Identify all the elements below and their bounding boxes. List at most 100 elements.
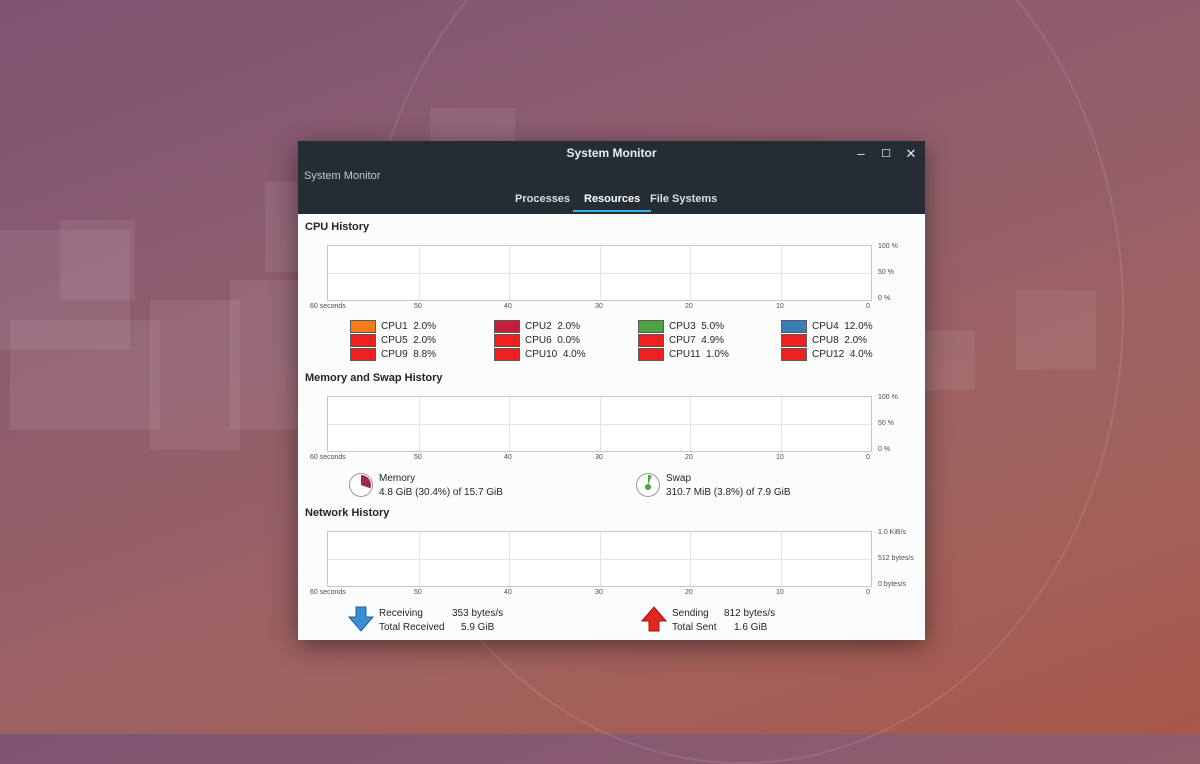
x-tick-label: 20 (685, 454, 693, 461)
swap-pie-slice (648, 475, 652, 485)
cpu-label: CPU1 (381, 321, 408, 332)
swap-label: Swap (666, 473, 692, 484)
memory-pie-slice (361, 475, 372, 489)
x-tick-label: 60 seconds (310, 303, 346, 310)
memory-pie-chart (361, 475, 372, 489)
memory-label: Memory (379, 473, 416, 484)
window-subtitle: System Monitor (304, 170, 381, 182)
y-tick-label: 100 % (878, 394, 898, 401)
x-tick-label: 30 (595, 589, 603, 596)
window-title: System Monitor (566, 146, 657, 160)
x-tick-label: 50 (414, 589, 422, 596)
x-tick-label: 40 (504, 454, 512, 461)
maximize-button[interactable]: ☐ (881, 148, 891, 160)
y-tick-label: 512 bytes/s (878, 555, 914, 562)
network-history-graph (327, 531, 872, 587)
x-tick-label: 10 (776, 454, 784, 461)
y-tick-label: 1.0 KiB/s (878, 529, 907, 536)
wallpaper-square (0, 230, 130, 350)
x-tick-label: 40 (504, 589, 512, 596)
receiving-label: Receiving (379, 608, 423, 619)
cpu-color-swatch[interactable] (350, 348, 376, 361)
x-tick-label: 30 (595, 454, 603, 461)
y-tick-label: 50 % (878, 269, 894, 276)
cpu-legend: CPU1 2.0% CPU2 2.0% CPU3 5.0% CPU4 12.0%… (350, 320, 890, 365)
y-tick-label: 0 bytes/s (878, 581, 907, 588)
cpu-value: 4.0% (849, 349, 873, 360)
wallpaper-square (1016, 290, 1096, 370)
y-tick-label: 0 % (878, 446, 891, 453)
tab-processes[interactable]: Processes (515, 193, 571, 205)
tab-bar: Processes Resources File Systems (298, 192, 925, 214)
tab-file-systems[interactable]: File Systems (650, 193, 718, 205)
cpu-value: 1.0% (706, 349, 729, 360)
x-tick-label: 30 (595, 303, 603, 310)
receiving-value: 353 bytes/s (452, 608, 504, 619)
wallpaper-square (60, 220, 135, 300)
cpu-value: 8.8% (413, 349, 437, 360)
cpu-color-swatch[interactable] (350, 334, 376, 347)
cpu-color-swatch[interactable] (350, 320, 376, 333)
cpu-label: CPU6 (525, 335, 552, 346)
x-tick-label: 10 (776, 303, 784, 310)
cpu-label: CPU8 (812, 335, 839, 346)
memory-pie-icon (349, 473, 373, 497)
cpu-color-swatch[interactable] (494, 334, 520, 347)
sending-label: Sending (672, 608, 709, 619)
cpu-value: 5.0% (701, 321, 725, 332)
sending-value: 812 bytes/s (724, 608, 776, 619)
memory-history-graph (327, 396, 872, 452)
cpu-history-title: CPU History (305, 221, 370, 233)
cpu-color-swatch[interactable] (781, 320, 807, 333)
cpu-color-swatch[interactable] (494, 348, 520, 361)
x-tick-label: 40 (504, 303, 512, 310)
total-sent-value: 1.6 GiB (734, 622, 768, 633)
cpu-label: CPU5 (381, 335, 408, 346)
close-button[interactable]: ✕ (905, 146, 917, 161)
receive-arrow-icon (348, 606, 374, 632)
resources-panel: CPU History CPU1 2.0% CPU2 2.0% CPU3 5.0… (298, 214, 925, 640)
y-tick-label: 100 % (878, 243, 898, 250)
cpu-value: 2.0% (557, 321, 581, 332)
x-tick-label: 20 (685, 589, 693, 596)
cpu-value: 2.0% (413, 335, 437, 346)
memory-value: 4.8 GiB (30.4%) of 15.7 GiB (379, 487, 503, 498)
x-tick-label: 50 (414, 454, 422, 461)
y-tick-label: 50 % (878, 420, 894, 427)
graph-gridline (328, 559, 871, 560)
wallpaper-square (150, 300, 240, 450)
wallpaper-square (230, 280, 300, 430)
x-tick-label: 0 (866, 454, 870, 461)
cpu-color-swatch[interactable] (638, 320, 664, 333)
cpu-color-swatch[interactable] (638, 334, 664, 347)
swap-value: 310.7 MiB (3.8%) of 7.9 GiB (666, 487, 791, 498)
graph-gridline (328, 424, 871, 425)
x-tick-label: 10 (776, 589, 784, 596)
cpu-color-swatch[interactable] (781, 348, 807, 361)
memory-history-title: Memory and Swap History (305, 372, 443, 384)
cpu-label: CPU3 (669, 321, 696, 332)
send-arrow-icon (641, 606, 667, 632)
cpu-value: 2.0% (413, 321, 437, 332)
x-tick-label: 20 (685, 303, 693, 310)
cpu-label: CPU2 (525, 321, 552, 332)
cpu-color-swatch[interactable] (494, 320, 520, 333)
cpu-color-swatch[interactable] (638, 348, 664, 361)
swap-pie-chart (645, 475, 652, 490)
wallpaper-square (10, 320, 160, 430)
x-tick-label: 60 seconds (310, 454, 346, 461)
cpu-value: 2.0% (844, 335, 868, 346)
x-tick-label: 60 seconds (310, 589, 346, 596)
wallpaper-square (430, 108, 515, 141)
x-tick-label: 50 (414, 303, 422, 310)
cpu-value: 12.0% (844, 321, 873, 332)
cpu-label: CPU10 (525, 349, 558, 360)
cpu-value: 4.0% (562, 349, 586, 360)
x-tick-label: 0 (866, 589, 870, 596)
cpu-color-swatch[interactable] (781, 334, 807, 347)
cpu-label: CPU4 (812, 321, 839, 332)
tab-resources[interactable]: Resources (572, 193, 652, 212)
window-header: System Monitor – ☐ ✕ System Monitor Proc… (298, 141, 925, 214)
x-tick-label: 0 (866, 303, 870, 310)
minimize-button[interactable]: – (857, 146, 865, 161)
